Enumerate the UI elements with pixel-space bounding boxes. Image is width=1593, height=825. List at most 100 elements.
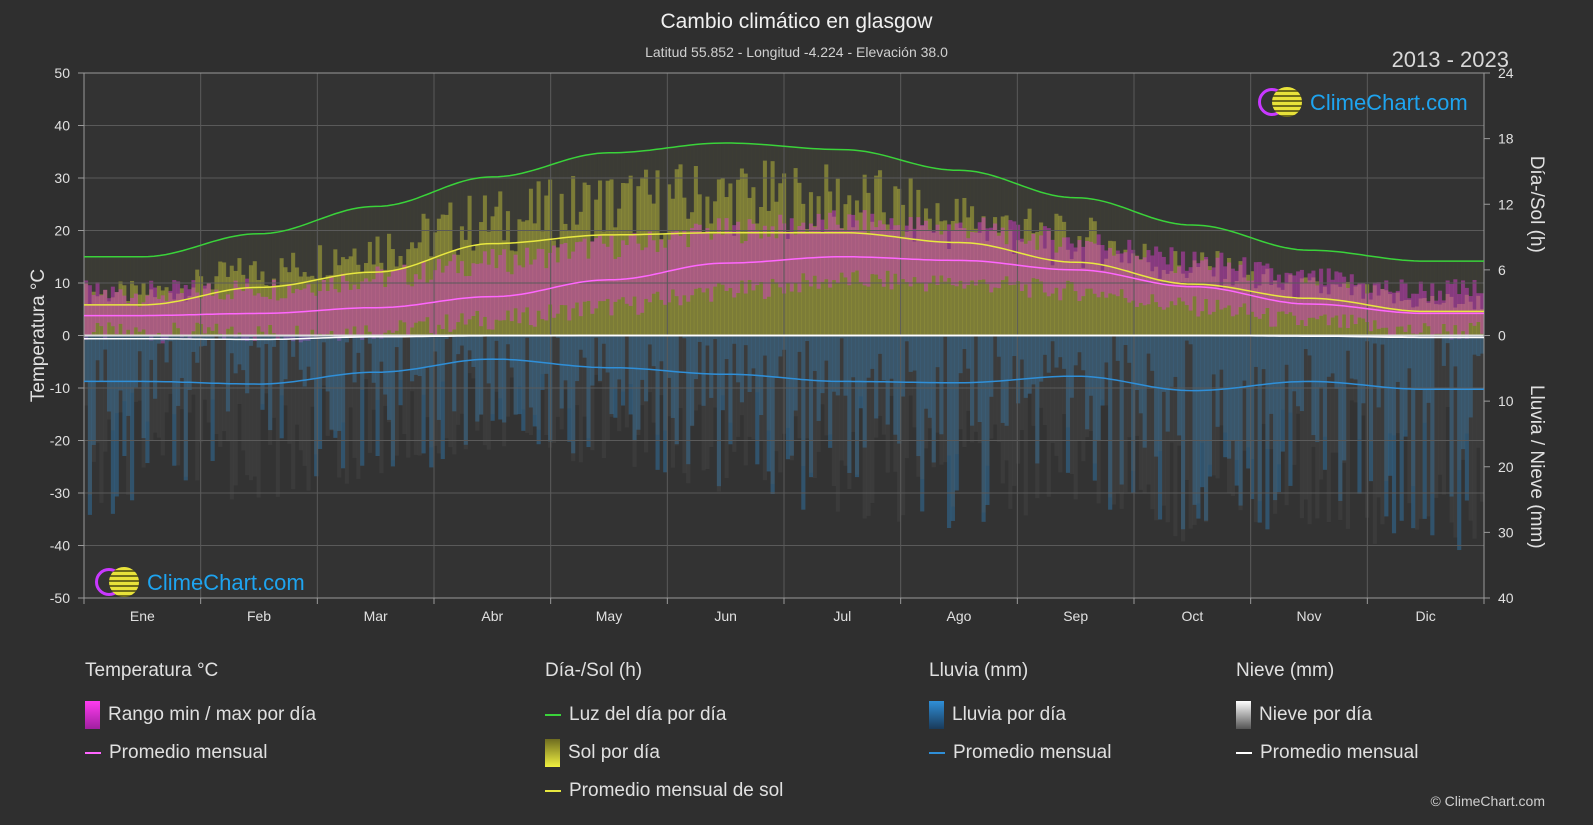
temp-range-bar [1472, 279, 1477, 326]
logo-top[interactable]: ClimeChart.com [1258, 87, 1468, 118]
precip-shadow-bar [417, 335, 422, 456]
daylight-bar [1407, 260, 1412, 300]
daylight-bar [402, 202, 407, 266]
precip-shadow-bar [751, 335, 756, 440]
precip-shadow-bar [858, 335, 863, 397]
temp-range-bar [713, 233, 718, 287]
daylight-bar [1357, 254, 1362, 285]
daylight-bar [1004, 179, 1009, 216]
rain-bar [1100, 335, 1105, 406]
precip-shadow-bar [130, 335, 135, 393]
daylight-bar [1223, 229, 1228, 279]
temp-range-bar [1173, 272, 1178, 306]
rain-bar [732, 335, 737, 344]
temp-range-bar [471, 263, 476, 317]
daylight-bar [770, 145, 775, 162]
rain-bar [1115, 335, 1120, 361]
temp-range-bar [110, 286, 115, 327]
temp-range-bar [674, 230, 679, 297]
temp-range-bar [383, 287, 388, 333]
precip-shadow-bar [1265, 335, 1270, 449]
rain-bar [1322, 335, 1328, 470]
daylight-bar [609, 152, 614, 180]
precip-shadow-bar [762, 335, 768, 481]
temp-range-bar [697, 224, 702, 288]
rain-bar [394, 335, 399, 348]
logo-bottom[interactable]: ClimeChart.com [95, 567, 305, 598]
daylight-bar [613, 152, 618, 228]
precip-shadow-bar [644, 335, 649, 453]
rain-bar [118, 335, 123, 391]
precip-shadow-bar [191, 335, 196, 395]
temp-range-bar [839, 228, 844, 273]
rain-bar [862, 335, 867, 448]
temp-range-bar [87, 285, 92, 337]
rain-bar [1062, 335, 1067, 369]
daylight-bar [1058, 196, 1063, 216]
precip-shadow-bar [264, 335, 269, 394]
x-month-label: Nov [1297, 608, 1322, 624]
precip-shadow-bar [1227, 335, 1232, 493]
temp-range-bar [601, 243, 606, 302]
daylight-bar [912, 163, 917, 242]
rain-bar [187, 335, 192, 390]
daylight-bar [847, 149, 852, 196]
rain-bar [440, 335, 445, 460]
daylight-bar [647, 150, 652, 195]
temp-range-bar [475, 263, 480, 311]
temp-range-bar [597, 235, 603, 302]
temp-range-bar [275, 300, 280, 339]
temp-range-bar [218, 299, 223, 334]
rain-bar [229, 335, 234, 354]
precip-shadow-bar [766, 335, 771, 431]
temp-range-bar [421, 261, 426, 322]
daylight-bar [1119, 206, 1124, 263]
temp-range-bar [387, 276, 392, 331]
rain-bar [1077, 335, 1082, 353]
daylight-bar [1330, 251, 1335, 285]
y-right-bottom-tick-label: 20 [1498, 459, 1514, 475]
rain-bar [340, 335, 346, 469]
rain-bar [628, 335, 633, 415]
daylight-bar [805, 148, 810, 229]
rain-bar [667, 335, 672, 378]
rain-bar [1407, 335, 1412, 369]
rain-bar [1315, 335, 1320, 443]
rain-bar [356, 335, 361, 353]
y-right-top-tick-label: 6 [1498, 262, 1506, 278]
temp-range-bar [532, 259, 537, 327]
temp-range-bar [1384, 280, 1389, 328]
logo-text: ClimeChart.com [1310, 90, 1468, 115]
daylight-bar [505, 176, 511, 212]
daylight-bar [831, 149, 837, 217]
rain-bar [835, 335, 840, 396]
rain-bar [640, 335, 645, 380]
temp-range-bar [436, 258, 442, 325]
temp-range-bar [130, 297, 135, 337]
temp-range-bar [390, 270, 395, 333]
daylight-bar [1196, 225, 1201, 267]
temp-range-bar [655, 251, 660, 292]
rain-bar [958, 335, 963, 374]
rain-bar [743, 335, 748, 346]
daylight-bar [287, 230, 292, 273]
daylight-bar [1077, 197, 1082, 237]
rain-bar [225, 335, 231, 412]
rain-bar [762, 335, 768, 356]
daylight-bar [156, 255, 162, 286]
precip-shadow-bar [275, 335, 280, 497]
daylight-bar [824, 149, 829, 165]
precip-shadow-bar [962, 335, 967, 448]
precip-shadow-bar [1192, 335, 1197, 525]
daylight-bar [1480, 261, 1485, 309]
daylight-bar [1050, 194, 1055, 266]
rain-bar [1457, 335, 1462, 551]
daylight-bar [1464, 261, 1469, 295]
rain-bar [1445, 335, 1450, 344]
precip-shadow-bar [279, 335, 284, 396]
temp-range-bar [954, 223, 959, 287]
daylight-bar [202, 244, 208, 289]
temp-range-bar [877, 220, 883, 280]
rain-bar [571, 335, 576, 454]
logo-icon [1258, 87, 1302, 118]
